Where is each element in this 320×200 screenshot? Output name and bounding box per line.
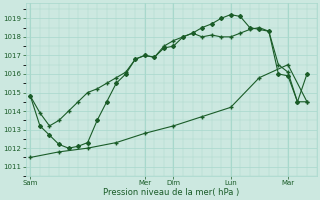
X-axis label: Pression niveau de la mer( hPa ): Pression niveau de la mer( hPa ) — [103, 188, 239, 197]
